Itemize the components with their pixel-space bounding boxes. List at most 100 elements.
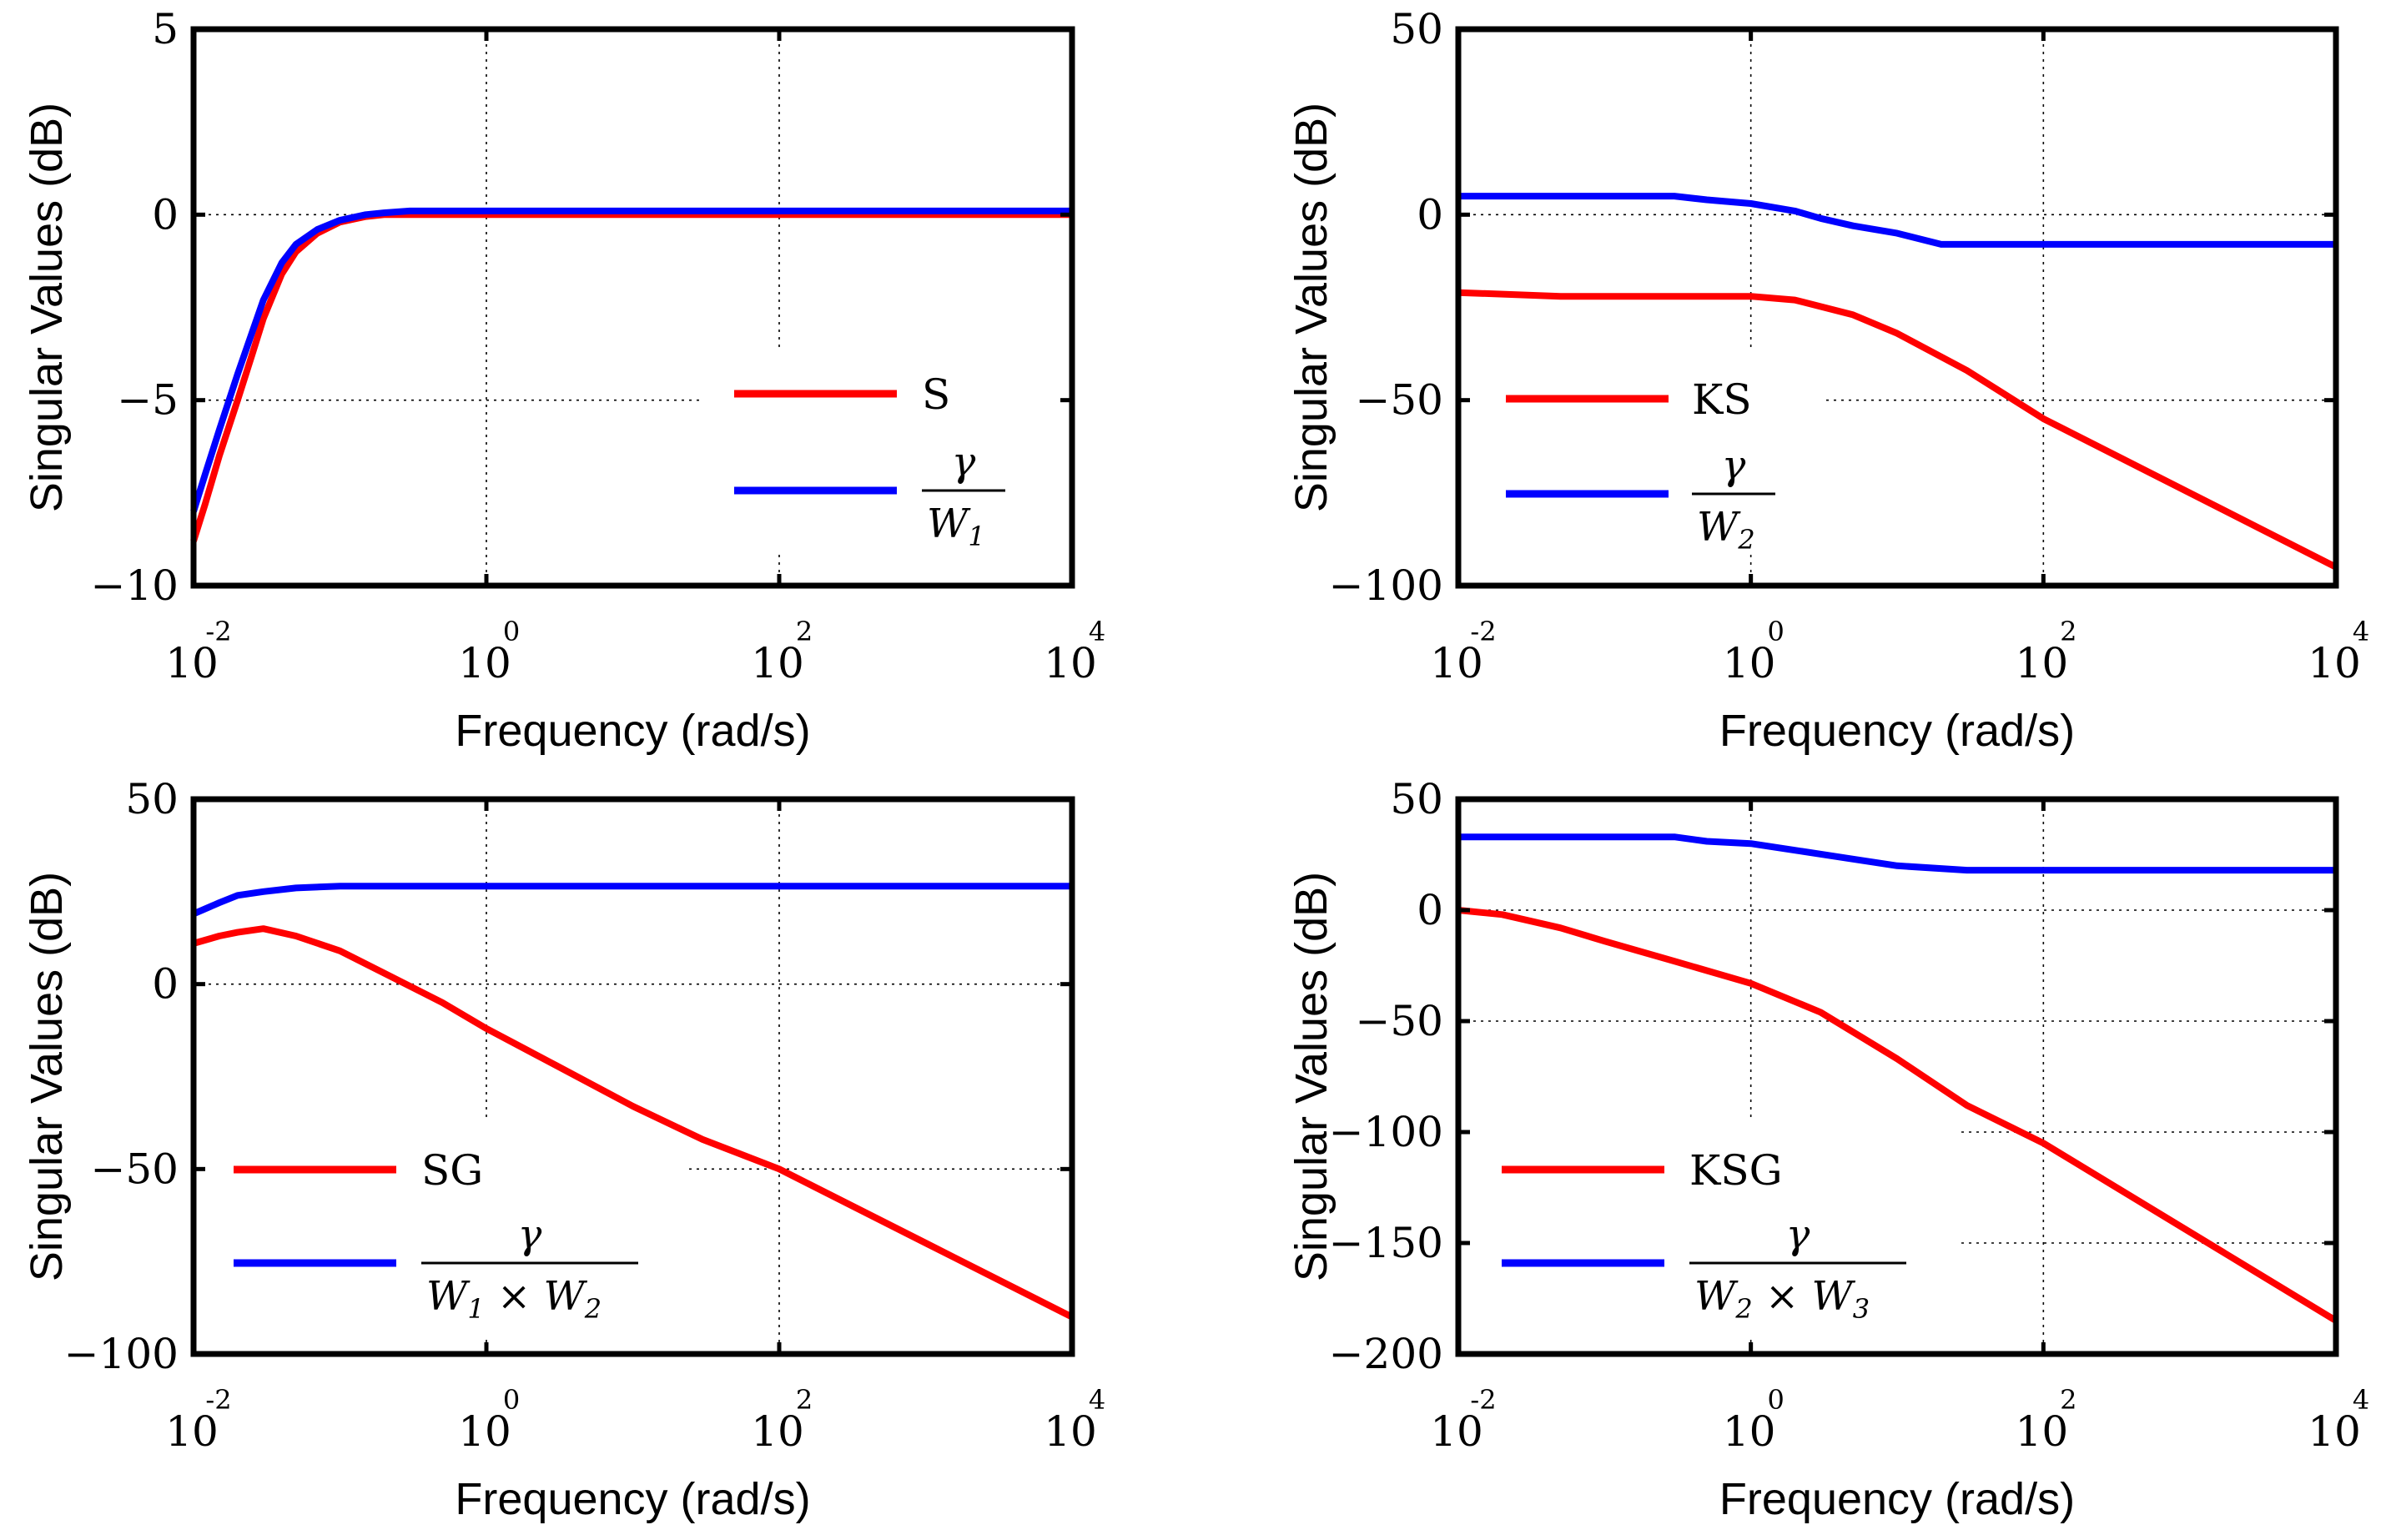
x-tick-label: 100 [1723,616,1784,687]
legend-box [200,1122,688,1335]
legend-fraction-numerator: γ [952,439,976,486]
plot-frame [1455,26,2339,589]
x-tick-exponent: 2 [796,1384,813,1416]
legend-box [701,350,1072,551]
y-tick-label: −200 [1329,1330,1443,1378]
x-tick-label: 102 [751,616,813,687]
x-tick-exponent: 0 [503,616,520,647]
y-tick-label: 0 [152,190,179,239]
legend-fraction-numerator: γ [1722,442,1746,489]
y-tick-label: 0 [1417,190,1443,239]
x-tick-label: 10-2 [1430,1384,1496,1456]
x-tick-base: 10 [751,1407,804,1456]
x-tick-label: 102 [751,1384,813,1456]
y-tick-label: −100 [1329,1108,1443,1156]
x-tick-base: 10 [458,1407,511,1456]
x-tick-base: 10 [751,639,804,687]
x-tick-base: 10 [2016,639,2069,687]
legend-label-blue: γ W2 × W3 [1689,1211,1906,1325]
series-line-red [1457,289,2338,571]
y-axis-title: Singular Values (dB) [1286,103,1336,512]
x-tick-base: 10 [2308,1407,2361,1456]
y-axis-title: Singular Values (dB) [22,872,72,1281]
chart-panel-p4: 500−50−100−150−20010-2100102104Frequency… [1286,775,2369,1524]
x-tick-exponent: 0 [1767,1384,1784,1416]
x-tick-base: 10 [1044,639,1097,687]
x-tick-label: 100 [458,616,520,687]
y-tick-label: 5 [152,5,179,53]
x-axis-title: Frequency (rad/s) [1719,706,2075,756]
legend-label-blue: γ W1 × W2 [421,1211,638,1325]
x-tick-exponent: 2 [2060,616,2076,647]
series-line-red [192,925,1074,1321]
gridlines [1458,29,2336,586]
x-tick-base: 10 [2016,1407,2069,1456]
legend: KS γ W2 [1506,375,1775,556]
y-tick-label: −50 [90,1145,179,1193]
y-tick-label: −5 [117,376,179,425]
y-tick-label: −100 [1329,561,1443,610]
y-tick-label: −100 [64,1330,179,1378]
y-tick-label: −150 [1329,1219,1443,1267]
x-tick-exponent: -2 [205,1384,231,1416]
y-tick-label: 0 [1417,886,1443,934]
x-tick-exponent: 0 [503,1384,520,1416]
tick-marks [1456,27,2338,588]
x-tick-exponent: -2 [205,616,231,647]
x-tick-exponent: 4 [2353,1384,2369,1416]
y-tick-label: 0 [152,960,179,1009]
plot-frame [190,796,1075,1357]
series-line-blue [190,207,1072,513]
legend-fraction-numerator: γ [1786,1211,1810,1258]
tick-marks [1456,797,2338,1356]
legend-label-red: SG [421,1146,483,1195]
x-tick-base: 10 [1723,639,1776,687]
y-axis-title: Singular Values (dB) [22,103,72,512]
y-tick-label: 50 [1390,5,1443,53]
x-tick-exponent: -2 [1470,1384,1496,1416]
y-tick-label: −50 [1355,997,1443,1045]
gridlines [1458,799,2336,1354]
y-tick-label: −50 [1355,376,1443,425]
x-tick-exponent: 4 [2353,616,2369,647]
x-tick-label: 104 [2308,616,2369,687]
x-tick-exponent: 2 [2060,1384,2076,1416]
x-tick-label: 10-2 [165,616,231,687]
x-tick-base: 10 [165,1407,219,1456]
legend-fraction-denominator: W2 [1697,504,1755,556]
legend-label-blue: γ W2 [1692,442,1775,556]
x-axis-title: Frequency (rad/s) [1719,1474,2075,1524]
tick-marks [191,797,1075,1356]
x-tick-base: 10 [1430,639,1483,687]
x-tick-base: 10 [2308,639,2361,687]
legend-fraction-denominator: W1 [927,501,985,552]
legend-label-red: KSG [1689,1146,1783,1195]
series-line-red [1457,907,2338,1324]
x-axis-title: Frequency (rad/s) [455,1474,810,1524]
x-tick-base: 10 [1044,1407,1097,1456]
series-line-blue [192,883,1072,918]
x-tick-base: 10 [458,639,511,687]
x-tick-label: 100 [1723,1384,1784,1456]
plot-frame [1455,796,2339,1357]
x-tick-exponent: 4 [1089,616,1105,647]
legend-fraction-denominator: W2 × W3 [1694,1273,1870,1325]
y-axis-title: Singular Values (dB) [1286,872,1336,1281]
x-tick-label: 104 [2308,1384,2369,1456]
plot-frame [190,26,1075,589]
x-axis-title: Frequency (rad/s) [455,706,810,756]
legend: Sγ W1 [734,370,1005,552]
y-tick-label: 50 [125,775,179,823]
x-tick-label: 102 [2016,616,2077,687]
y-tick-label: −10 [90,561,179,610]
x-tick-base: 10 [165,639,219,687]
series-line-blue [1458,833,2336,874]
x-tick-exponent: -2 [1470,616,1496,647]
tick-marks [191,27,1075,588]
legend-fraction-denominator: W1 × W2 [426,1273,602,1325]
legend-box [1464,1122,1956,1335]
